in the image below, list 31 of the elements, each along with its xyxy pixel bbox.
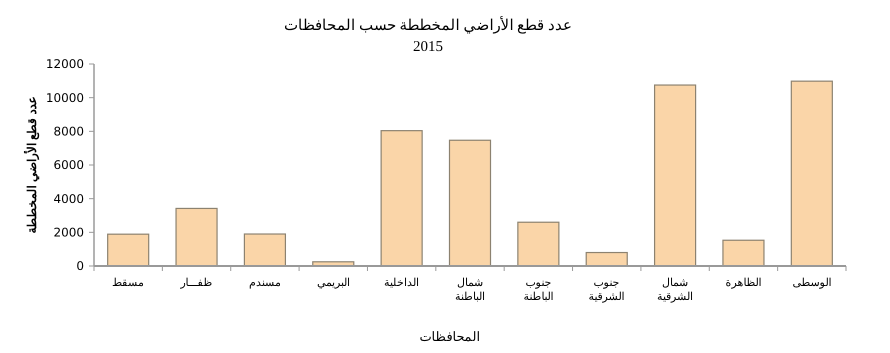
y-tick-label: 2000 — [53, 226, 84, 240]
x-tick-label: شمال الشرقية — [657, 277, 694, 303]
x-tick-label: جنوب الباطنة — [523, 277, 554, 303]
x-tick-label: الظاهرة — [725, 277, 762, 289]
y-tick-label: 6000 — [53, 158, 84, 172]
bar — [244, 233, 286, 267]
bar — [175, 208, 218, 267]
y-axis-title: عدد قطع الأراضي المخططة — [24, 96, 40, 234]
y-tick-label: 12000 — [46, 57, 84, 72]
y-tick-label: 10000 — [46, 90, 84, 105]
bar — [722, 240, 765, 267]
x-tick-label: مسقط — [112, 277, 144, 289]
x-tick-label: الداخلية — [384, 277, 420, 289]
y-tick-label: 4000 — [53, 192, 84, 206]
chart-title: عدد قطع الأراضي المخططة حسب المحافظات — [284, 16, 572, 34]
chart-subtitle: 2015 — [413, 39, 443, 55]
x-tick-label: جنوب الشرقية — [588, 277, 625, 303]
x-tick-label: شمال الباطنة — [455, 277, 485, 303]
bar — [790, 80, 833, 267]
bar — [380, 130, 423, 267]
y-tick-label: 0 — [76, 259, 84, 274]
x-tick-label: البريمي — [316, 277, 350, 289]
x-tick-label: ظفـــار — [180, 277, 213, 289]
x-tick-label: الوسطى — [792, 277, 832, 289]
bar — [654, 84, 696, 267]
bar — [107, 234, 150, 267]
x-axis-title: المحافظات — [420, 329, 480, 344]
bar — [517, 222, 560, 267]
x-tick-label: مسندم — [248, 277, 281, 289]
bar — [448, 140, 492, 267]
y-tick-label: 8000 — [53, 124, 84, 139]
